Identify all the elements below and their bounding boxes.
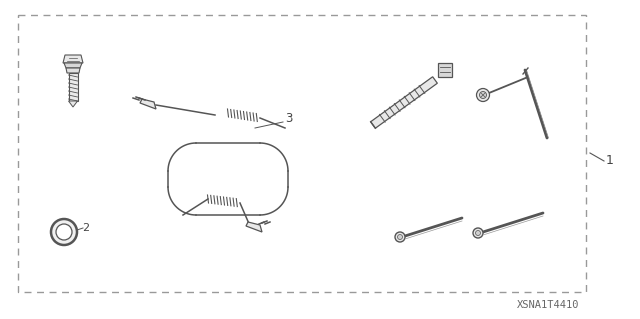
Circle shape [395, 232, 405, 242]
Text: 2: 2 [82, 223, 89, 233]
Polygon shape [63, 55, 83, 63]
Polygon shape [438, 63, 452, 77]
Circle shape [397, 234, 403, 240]
Circle shape [476, 231, 481, 235]
Circle shape [477, 88, 490, 101]
Text: 1: 1 [606, 153, 614, 167]
Polygon shape [66, 68, 80, 73]
Circle shape [479, 92, 486, 99]
Circle shape [473, 228, 483, 238]
Polygon shape [246, 222, 262, 232]
Circle shape [51, 219, 77, 245]
Polygon shape [371, 77, 437, 128]
Text: 3: 3 [285, 112, 292, 124]
Polygon shape [140, 99, 156, 109]
Text: XSNA1T4410: XSNA1T4410 [516, 300, 579, 310]
Bar [18, 15, 586, 292]
Polygon shape [68, 101, 77, 107]
Bar [68, 73, 77, 101]
Polygon shape [64, 63, 82, 68]
Circle shape [56, 224, 72, 240]
